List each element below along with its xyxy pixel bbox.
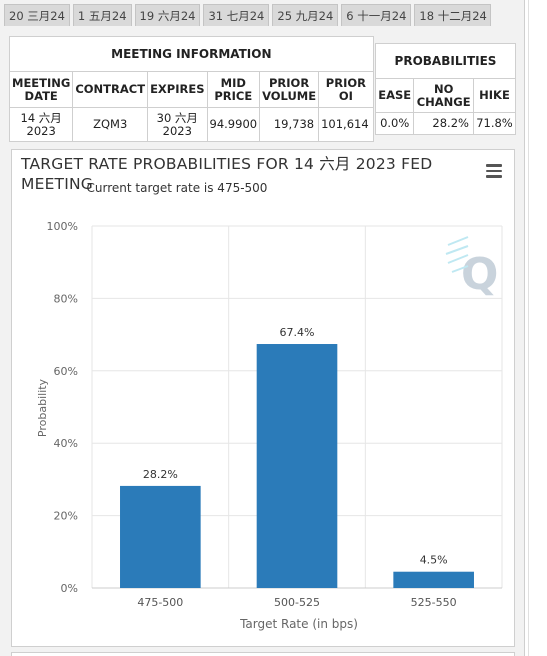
y-tick-label: 100% xyxy=(47,220,78,233)
bar-525-550[interactable] xyxy=(393,571,474,588)
vertical-scrollbar[interactable] xyxy=(525,0,547,656)
tab-meeting-6[interactable]: 18 十二月24 xyxy=(414,4,491,26)
header-meeting-date: MEETING DATE xyxy=(8,71,74,108)
x-tick-label: 500-525 xyxy=(274,596,320,609)
tab-meeting-0[interactable]: 20 三月24 xyxy=(4,4,70,26)
svg-text:Q: Q xyxy=(461,249,498,300)
meeting-information-title: MEETING INFORMATION xyxy=(9,36,374,72)
meeting-information-card: MEETING INFORMATION MEETING DATE CONTRACT… xyxy=(8,36,374,143)
target-rate-chart: TARGET RATE PROBABILITIES FOR 14 六月 2023… xyxy=(11,149,515,647)
watermark-logo-icon: Q xyxy=(445,236,498,300)
cell-mid-price: 94.9900 xyxy=(206,107,261,142)
data-label: 28.2% xyxy=(143,468,178,481)
chart-subtitle: Current target rate is 475-500 xyxy=(86,181,268,195)
header-mid-price: MID PRICE xyxy=(206,71,261,108)
tab-meeting-4[interactable]: 25 九月24 xyxy=(272,4,339,26)
scrollbar-divider xyxy=(528,0,529,656)
data-label: 4.5% xyxy=(420,554,448,567)
tab-meeting-3[interactable]: 31 七月24 xyxy=(203,4,270,26)
y-tick-label: 20% xyxy=(54,510,78,523)
probabilities-card: PROBABILITIES EASE NO CHANGE HIKE 0.0% 28… xyxy=(374,43,517,138)
y-axis-label: Probability xyxy=(36,378,49,437)
header-expires: EXPIRES xyxy=(147,71,208,108)
cell-ease: 0.0% xyxy=(374,112,415,135)
meeting-information-table: MEETING INFORMATION MEETING DATE CONTRACT… xyxy=(8,36,374,142)
tab-meeting-1[interactable]: 1 五月24 xyxy=(72,4,132,26)
cell-expires: 30 六月 2023 xyxy=(147,107,208,142)
header-hike: HIKE xyxy=(472,78,517,113)
chart-title: TARGET RATE PROBABILITIES FOR 14 六月 2023… xyxy=(21,155,433,193)
header-prior-oi: PRIOR OI xyxy=(318,71,374,108)
bar-475-500[interactable] xyxy=(120,485,201,588)
x-tick-label: 475-500 xyxy=(137,596,183,609)
x-tick-label: 525-550 xyxy=(411,596,457,609)
y-tick-label: 60% xyxy=(54,365,78,378)
hamburger-menu-icon[interactable] xyxy=(486,164,502,178)
header-prior-volume: PRIOR VOLUME xyxy=(259,71,320,108)
chart-plot-area: Q 0% 20% 40% 60% 80% 100% 28.2% 475-500 67.4% 500… xyxy=(36,220,503,631)
probabilities-table: PROBABILITIES EASE NO CHANGE HIKE 0.0% 28… xyxy=(374,43,517,135)
cell-meeting-date: 14 六月 2023 xyxy=(8,107,74,142)
header-ease: EASE xyxy=(374,78,415,113)
data-label: 67.4% xyxy=(280,326,315,339)
x-axis-label: Target Rate (in bps) xyxy=(239,617,358,631)
cell-contract: ZQM3 xyxy=(72,107,149,142)
header-contract: CONTRACT xyxy=(72,71,149,108)
y-tick-label: 80% xyxy=(54,292,78,305)
y-tick-label: 40% xyxy=(54,437,78,450)
meeting-date-tabs: 20 三月24 1 五月24 19 六月24 31 七月24 25 九月24 6… xyxy=(4,4,491,26)
header-no-change: NO CHANGE xyxy=(413,78,474,113)
bar-500-525[interactable] xyxy=(256,344,338,588)
probabilities-title: PROBABILITIES xyxy=(375,43,516,79)
cell-prior-oi: 101,614 xyxy=(318,107,374,142)
y-tick-label: 0% xyxy=(61,582,78,595)
next-panel-edge xyxy=(11,652,515,656)
tab-meeting-2[interactable]: 19 六月24 xyxy=(134,4,201,26)
cell-prior-volume: 19,738 xyxy=(259,107,320,142)
cell-hike: 71.8% xyxy=(472,112,517,135)
cell-no-change: 28.2% xyxy=(413,112,474,135)
tab-meeting-5[interactable]: 6 十一月24 xyxy=(341,4,412,26)
